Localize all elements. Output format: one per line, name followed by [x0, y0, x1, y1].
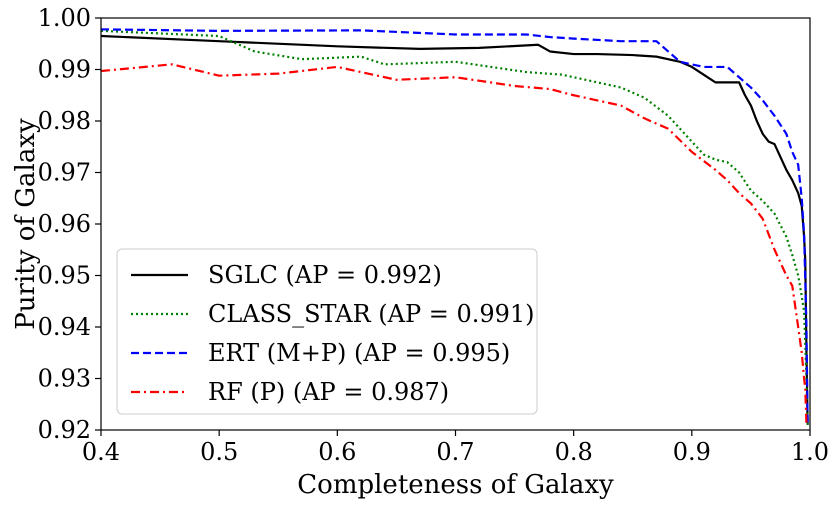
- legend-label-2: CLASS_STAR (AP = 0.991): [208, 300, 535, 328]
- y-tick-label: 0.95: [38, 262, 91, 290]
- legend: SGLC (AP = 0.992) CLASS_STAR (AP = 0.991)…: [116, 248, 538, 415]
- series-line-2: [101, 29, 809, 425]
- series-line-1: [101, 34, 809, 425]
- y-tick-label: 0.93: [38, 365, 91, 393]
- x-tick-label: 0.8: [555, 438, 593, 466]
- y-axis-label: Purity of Galaxy: [11, 118, 41, 330]
- x-tick-label: 1.0: [791, 438, 829, 466]
- x-tick-label: 0.6: [318, 438, 356, 466]
- y-tick-label: 0.96: [38, 210, 91, 238]
- x-tick-label: 0.5: [200, 438, 238, 466]
- ticks-layer: 0.4 0.5 0.6 0.7 0.8 0.9 1.0 0.92 0.93 0.94 0.95 0.9…: [38, 4, 830, 466]
- x-tick-label: 0.9: [673, 438, 711, 466]
- legend-label-4: RF (P) (AP = 0.987): [208, 378, 449, 406]
- legend-label-3: ERT (M+P) (AP = 0.995): [208, 339, 510, 367]
- series-line-4: [101, 63, 808, 425]
- legend-label-1: SGLC (AP = 0.992): [208, 261, 442, 289]
- y-tick-label: 0.97: [38, 159, 91, 187]
- y-tick-label: 0.98: [38, 107, 91, 135]
- legend-box: [116, 248, 538, 415]
- x-tick-label: 0.7: [436, 438, 474, 466]
- series-line-3: [101, 28, 809, 425]
- x-tick-label: 0.4: [82, 438, 120, 466]
- y-tick-label: 0.92: [38, 416, 91, 444]
- y-tick-label: 0.94: [38, 313, 91, 341]
- y-tick-label: 0.99: [38, 56, 91, 84]
- series-layer: [101, 28, 809, 425]
- x-axis-label: Completeness of Galaxy: [297, 470, 614, 500]
- y-tick-label: 1.00: [38, 4, 91, 32]
